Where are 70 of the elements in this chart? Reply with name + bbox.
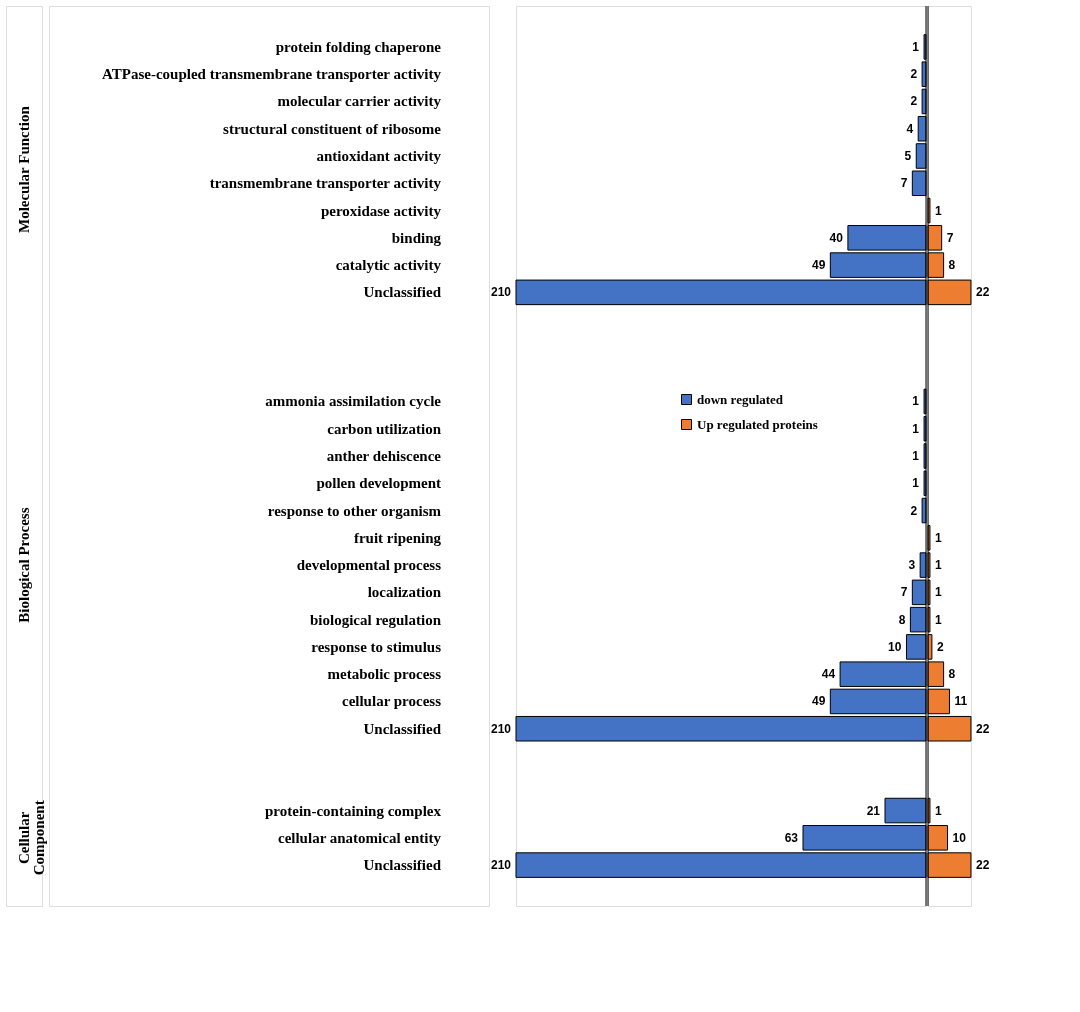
data-label: 49: [811, 694, 826, 709]
data-label: 1: [912, 449, 920, 463]
data-label: 1: [912, 421, 920, 436]
y-tick-label: response to other organism: [267, 502, 442, 519]
data-label: 63: [784, 830, 799, 845]
y-tick-label: metabolic process: [327, 666, 442, 683]
y-tick-label: cellular anatomical entity: [277, 829, 442, 846]
data-label: 44: [821, 667, 836, 682]
y-tick-label: protein folding chaperone: [275, 38, 442, 55]
data-label: 11: [954, 694, 968, 709]
data-label: 7: [900, 176, 908, 191]
legend-label: Up regulated proteins: [697, 416, 818, 432]
y-tick-label: ATPase-coupled transmembrane transporter activity: [102, 66, 442, 83]
y-tick-label: response to stimulus: [311, 638, 442, 655]
data-label: 5: [904, 149, 912, 163]
data-label: 40: [829, 230, 844, 245]
legend-label: down regulated: [697, 391, 784, 407]
data-label: 2: [910, 94, 918, 109]
text: Cellular Component: [16, 800, 47, 876]
data-label: 7: [946, 230, 954, 245]
data-label: 8: [948, 258, 956, 273]
y-tick-label: pollen development: [316, 475, 441, 492]
data-label: 22: [975, 721, 990, 736]
data-label: 1: [912, 39, 920, 54]
y-tick-label: Unclassified: [363, 857, 442, 874]
data-label: 2: [910, 503, 918, 518]
data-label: 49: [811, 258, 826, 273]
data-label: 22: [975, 858, 990, 873]
data-label: 4: [906, 121, 914, 136]
data-label: 1: [912, 476, 920, 491]
y-tick-label: fruit ripening: [353, 529, 442, 546]
data-label: 2: [910, 67, 918, 82]
y-tick-label: transmembrane transporter activity: [209, 175, 442, 192]
data-label: 210: [490, 285, 512, 300]
y-tick-label: antioxidant activity: [316, 148, 442, 164]
data-label: 1: [912, 394, 920, 409]
y-tick-label: biological regulation: [310, 611, 442, 628]
text: Molecular Function: [16, 105, 32, 234]
y-tick-label: localization: [367, 584, 442, 601]
y-tick-label: Unclassified: [363, 284, 442, 301]
y-tick-label: anther dehiscence: [326, 448, 442, 464]
data-label: 22: [975, 285, 990, 300]
y-tick-label: carbon utilization: [327, 420, 442, 437]
data-label: 8: [948, 667, 956, 682]
y-tick-label: binding: [391, 229, 442, 246]
data-label: 2: [936, 639, 944, 654]
data-label: 1: [934, 585, 942, 600]
data-label: 210: [490, 721, 512, 736]
y-tick-label: cellular process: [341, 693, 442, 710]
y-tick-label: molecular carrier activity: [277, 93, 442, 110]
data-label: 1: [934, 612, 942, 627]
data-label: 3: [908, 558, 916, 573]
data-label: 1: [934, 203, 942, 218]
data-label: 10: [952, 830, 967, 845]
data-label: 1: [934, 530, 942, 545]
y-tick-label: Unclassified: [363, 720, 442, 737]
data-label: 1: [934, 803, 942, 818]
y-tick-label: peroxidase activity: [320, 202, 442, 219]
y-tick-label: protein-containing complex: [265, 802, 442, 819]
data-label: 21: [866, 803, 881, 818]
data-label: 1: [934, 558, 942, 573]
data-label: 7: [900, 585, 908, 600]
y-tick-label: developmental process: [296, 557, 442, 574]
y-tick-label: ammonia assimilation cycle: [265, 393, 442, 410]
data-label: 210: [490, 858, 512, 873]
y-tick-label: catalytic activity: [335, 257, 442, 274]
data-label: 8: [898, 612, 906, 627]
data-label: 10: [888, 639, 902, 654]
y-tick-label: structural constituent of ribosome: [223, 120, 442, 137]
text: Biological Process: [16, 507, 32, 623]
